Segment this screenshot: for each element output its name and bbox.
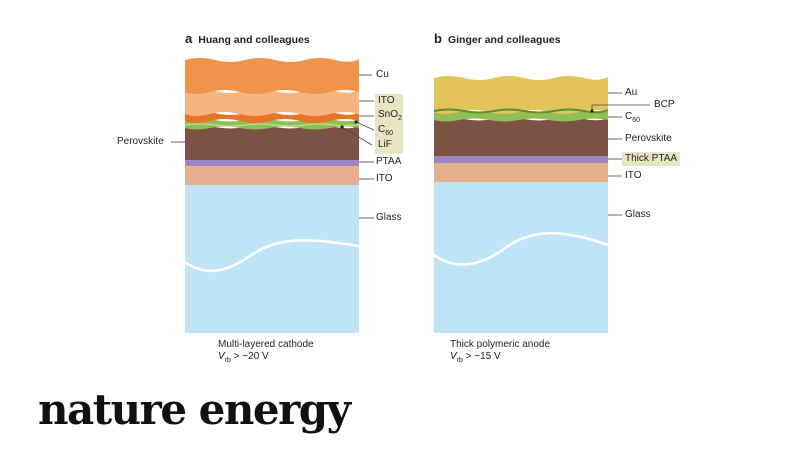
panel-a-title: a Huang and colleagues [185, 31, 310, 46]
panel-b-bcp-line [433, 108, 609, 114]
leader-a-lif [341, 126, 373, 146]
panel-a-ptaa-layer [185, 159, 359, 166]
panel-b-stack [433, 76, 650, 333]
panel-a-glass-highlight [184, 239, 360, 273]
label-a-glass: Glass [376, 212, 402, 223]
panel-a-lif-line [184, 123, 360, 127]
label-a-perovskite: Perovskite [117, 136, 164, 147]
panel-b-glass-layer [434, 182, 608, 333]
label-b-glass: Glass [625, 209, 651, 220]
label-b-perovskite: Perovskite [625, 133, 672, 144]
panel-a-ito-bottom-layer [185, 166, 359, 185]
panel-b-glass-highlight [433, 232, 609, 266]
panel-a-highlight-box [375, 94, 403, 154]
panel-b-ito-layer [434, 163, 608, 182]
panel-a-cu-layer [185, 58, 359, 94]
panel-b-ptaa-layer [434, 155, 608, 163]
panel-b-au-layer [434, 76, 608, 114]
panel-a-caption: Multi-layered cathode Vrb > −20 V [218, 339, 314, 364]
panel-a-ito-top-layer [185, 89, 359, 116]
panel-b-perovskite-layer [434, 117, 608, 156]
panel-a-stack [171, 58, 375, 333]
label-a-c60: C60 [378, 124, 394, 137]
label-a-ito-top: ITO [378, 95, 395, 106]
label-a-ptaa: PTAA [376, 156, 402, 167]
panel-a-perovskite-layer [185, 125, 359, 160]
leader-a-c60 [355, 121, 375, 131]
leader-b-bcp-dot [590, 109, 594, 113]
label-b-thick-ptaa: Thick PTAA [622, 152, 681, 166]
label-a-sno2: SnO2 [378, 109, 402, 122]
panel-a-glass-layer [185, 185, 359, 333]
label-b-au: Au [625, 87, 638, 98]
panel-b-title: b Ginger and colleagues [434, 31, 561, 46]
label-a-ito-bottom: ITO [376, 173, 393, 184]
label-b-bcp: BCP [654, 99, 675, 110]
label-a-lif: LiF [378, 139, 392, 150]
leader-a-c60-dot [354, 120, 358, 124]
label-b-c60: C60 [625, 111, 641, 124]
leader-b-bcp [591, 104, 650, 111]
leader-a-lif-dot [340, 125, 344, 129]
panel-b-caption: Thick polymeric anode Vrb > −15 V [450, 339, 551, 364]
label-a-cu: Cu [376, 69, 389, 80]
nature-energy-logo: nature energy [38, 385, 351, 434]
label-b-ito: ITO [625, 170, 642, 181]
